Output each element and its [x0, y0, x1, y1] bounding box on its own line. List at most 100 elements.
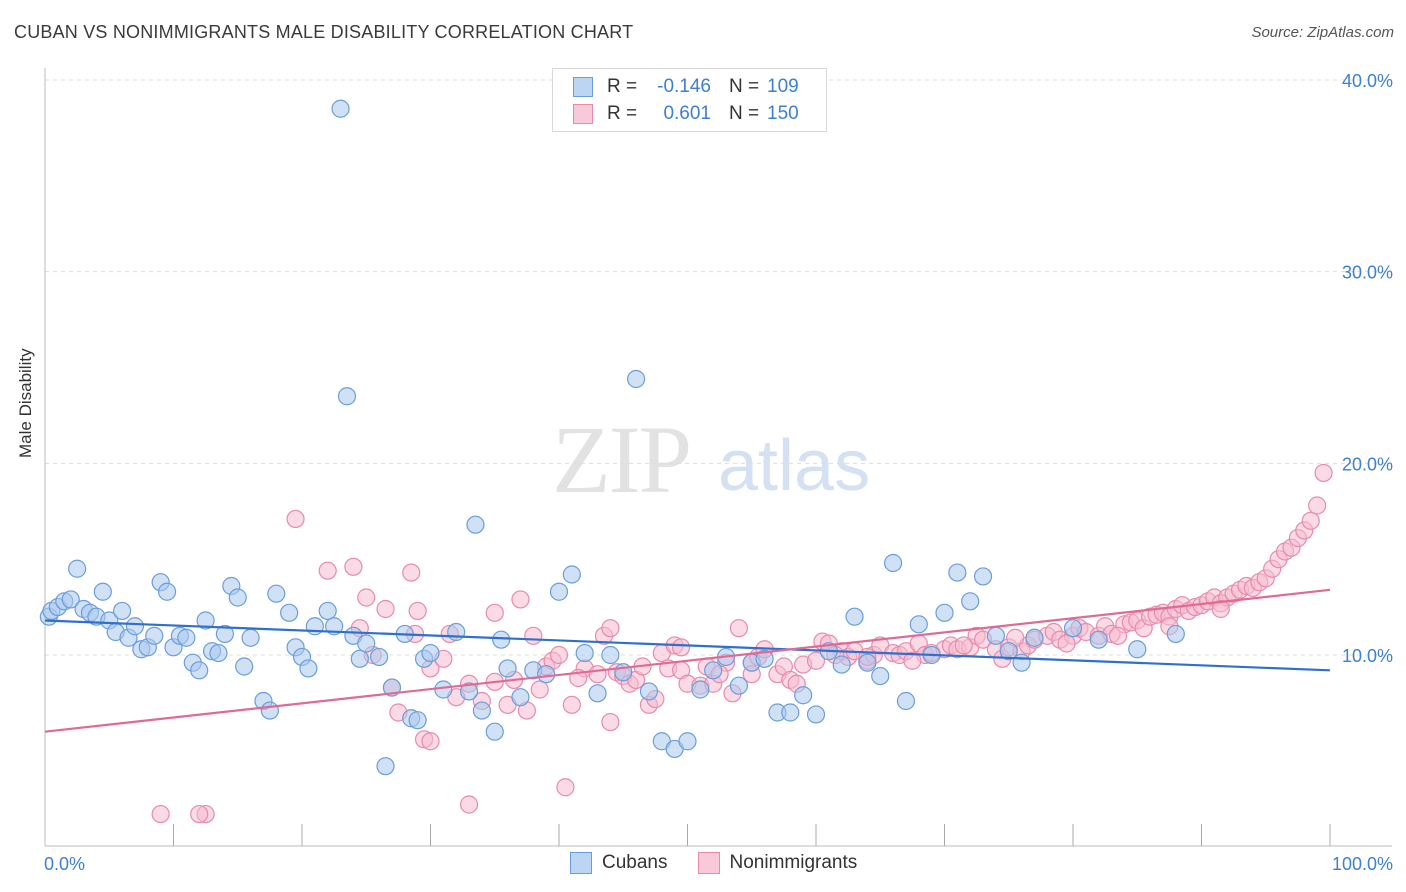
cubans-point — [61, 590, 80, 609]
cubans-point — [157, 582, 177, 601]
nonimmigrants-point — [344, 557, 363, 576]
r-label: R = — [607, 103, 638, 124]
nonimmigrants-point — [485, 603, 504, 622]
cubans-point — [370, 647, 389, 667]
cubans-point — [447, 622, 466, 642]
watermark-atlas: atlas — [718, 426, 870, 506]
cubans-point — [626, 369, 646, 389]
watermark: ZIP atlas — [552, 406, 870, 513]
cubans-point — [492, 630, 511, 649]
r-value-nonimmigrants: 0.601 — [663, 103, 711, 124]
axes — [44, 68, 1392, 847]
cubans-point — [498, 659, 517, 678]
nonimmigrants-point — [524, 626, 543, 645]
nonimmigrants-swatch — [697, 852, 720, 874]
n-label: N = — [729, 76, 760, 97]
cubans-point — [806, 705, 826, 724]
cubans-point — [948, 563, 967, 582]
cubans-point — [729, 676, 749, 695]
cubans-point — [196, 611, 215, 630]
nonimmigrants-point — [530, 680, 549, 699]
cubans-point — [999, 642, 1018, 661]
legend-item-cubans[interactable]: Cubans — [570, 852, 668, 874]
cubans-point — [1166, 624, 1185, 644]
nonimmigrants-point — [562, 695, 581, 714]
nonimmigrants-point — [1211, 599, 1230, 619]
nonimmigrants-point — [402, 563, 421, 582]
cubans-point — [588, 684, 607, 703]
cubans-point — [1089, 630, 1108, 649]
r-label: R = — [607, 76, 638, 97]
cubans-point — [935, 603, 954, 622]
cubans-point — [704, 661, 723, 680]
cubans-point — [350, 649, 369, 668]
nonimmigrants-point — [190, 804, 209, 824]
nonimmigrants-point — [588, 665, 607, 684]
nonimmigrants-point — [408, 601, 427, 621]
nonimmigrants-point — [903, 651, 922, 670]
cubans-point — [280, 603, 299, 622]
nonimmigrants-point — [511, 590, 530, 609]
cubans-point — [466, 515, 485, 534]
series-legend: Cubans Nonimmigrants — [570, 852, 887, 874]
cubans-point — [755, 649, 774, 668]
legend-label-cubans: Cubans — [602, 852, 668, 873]
chart-title: CUBAN VS NONIMMIGRANTS MALE DISABILITY C… — [14, 22, 634, 42]
cubans-point — [537, 665, 556, 684]
cubans-point — [68, 559, 87, 578]
nonimmigrants-point — [376, 599, 395, 619]
cubans-point — [781, 703, 800, 722]
cubans-point — [961, 592, 980, 611]
grid-lines — [45, 79, 1392, 656]
nonimmigrants-point — [357, 588, 376, 607]
cubans-point — [260, 701, 279, 720]
cubans-point — [421, 643, 440, 663]
nonimmigrants-point — [601, 712, 620, 732]
cubans-point — [973, 567, 993, 586]
r-value-cubans: -0.146 — [657, 76, 711, 97]
cubans-point — [601, 645, 620, 665]
cubans-point — [485, 722, 504, 741]
cubans-point — [228, 588, 247, 607]
cubans-point — [337, 387, 357, 406]
y-tick-label: 40.0% — [1342, 71, 1393, 91]
cubans-point — [1012, 653, 1031, 672]
legend-row-nonimmigrants: R = 0.601 N = 150 — [553, 101, 799, 127]
n-value-nonimmigrants: 150 — [767, 103, 799, 124]
legend-row-cubans: R = -0.146 N = 109 — [553, 74, 799, 100]
nonimmigrants-point — [729, 619, 749, 638]
trend-lines — [44, 588, 1331, 733]
y-tick-label: 30.0% — [1342, 263, 1393, 283]
cubans-point — [215, 624, 234, 644]
nonimmigrants-point — [318, 561, 337, 580]
cubans-point — [125, 617, 145, 636]
cubans-point — [145, 626, 164, 645]
cubans-point — [639, 682, 659, 701]
cubans-point — [112, 601, 132, 621]
cubans-point — [93, 582, 112, 601]
cubans-point — [511, 688, 530, 707]
cubans-point — [909, 615, 928, 634]
legend-item-nonimmigrants[interactable]: Nonimmigrants — [697, 852, 858, 874]
cubans-point — [858, 653, 877, 672]
y-tick-label: 10.0% — [1342, 646, 1393, 666]
y-tick-label: 20.0% — [1342, 454, 1393, 474]
cubans-point — [1025, 628, 1044, 647]
n-value-cubans: 109 — [767, 76, 799, 97]
nonimmigrants-point — [549, 645, 569, 665]
cubans-point — [794, 686, 813, 705]
cubans-points — [39, 99, 1185, 776]
nonimmigrants-point — [421, 732, 440, 751]
cubans-point — [376, 757, 395, 776]
nonimmigrants-trend-line — [44, 588, 1331, 733]
nonimmigrants-point — [671, 638, 691, 657]
cubans-point — [267, 584, 286, 603]
watermark-zip: ZIP — [552, 406, 690, 513]
nonimmigrants-point — [1108, 626, 1128, 645]
cubans-trend-line — [44, 619, 1331, 672]
cubans-point — [299, 659, 318, 678]
nonimmigrants-point — [1301, 511, 1320, 530]
nonimmigrants-swatch — [573, 104, 593, 124]
legend-label-nonimmigrants: Nonimmigrants — [729, 852, 858, 873]
cubans-point — [562, 565, 581, 584]
